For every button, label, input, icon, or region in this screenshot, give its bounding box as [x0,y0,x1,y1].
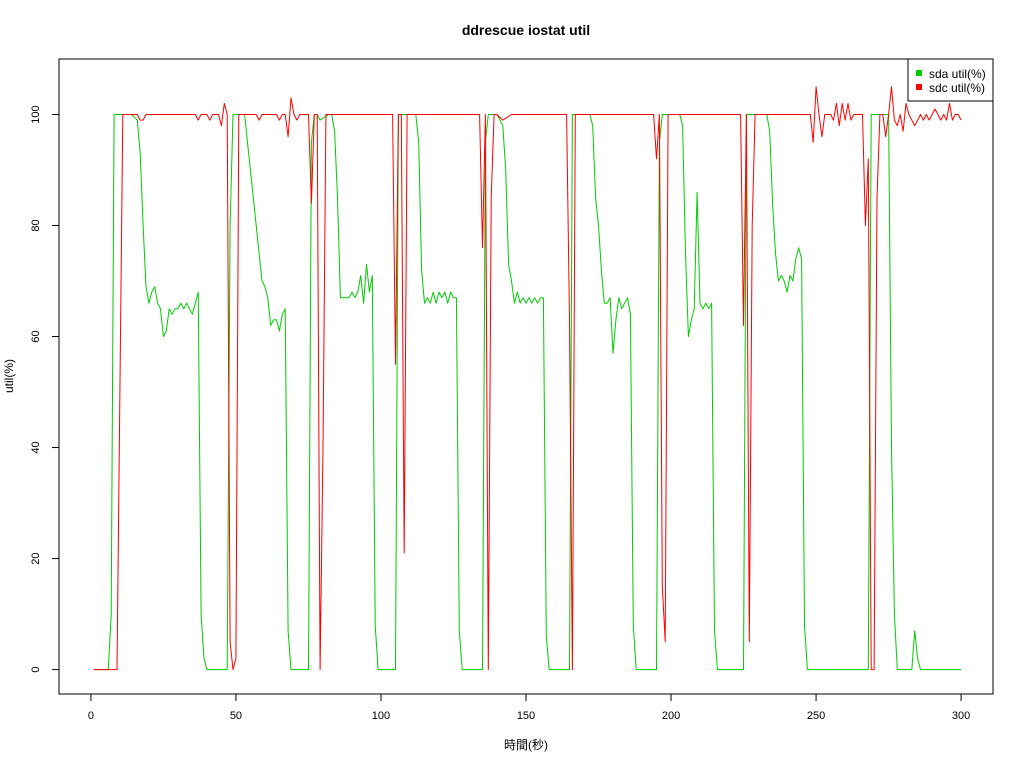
x-axis: 0 50 100 150 200 250 300 [88,693,970,722]
legend-box [907,58,994,102]
x-tick-label: 200 [662,710,680,722]
legend-label-sdc: sdc util(%) [929,81,985,95]
y-tick-label: 0 [30,667,42,673]
legend: sda util(%) sdc util(%) [907,58,994,102]
series-line-sda [93,114,962,671]
legend-label-sda: sda util(%) [929,67,986,81]
y-tick-label: 80 [30,219,42,231]
y-tick-label: 40 [30,441,42,453]
y-tick-label: 20 [30,552,42,564]
y-tick-label: 100 [30,105,42,123]
series-line-sdc [93,86,962,671]
y-tick-label: 60 [30,330,42,342]
x-tick-label: 150 [517,710,535,722]
x-tick-label: 0 [88,710,94,722]
y-axis-label: util(%) [2,359,16,393]
x-axis-label: 時間(秒) [504,738,548,752]
x-tick-label: 250 [807,710,825,722]
y-axis: 0 20 40 60 80 100 [30,105,60,673]
legend-swatch-sda [916,70,922,76]
x-tick-label: 300 [952,710,970,722]
chart-title: ddrescue iostat util [462,22,590,38]
x-tick-label: 100 [372,710,390,722]
x-tick-label: 50 [230,710,242,722]
series-layer [93,86,962,671]
legend-swatch-sdc [916,84,922,90]
